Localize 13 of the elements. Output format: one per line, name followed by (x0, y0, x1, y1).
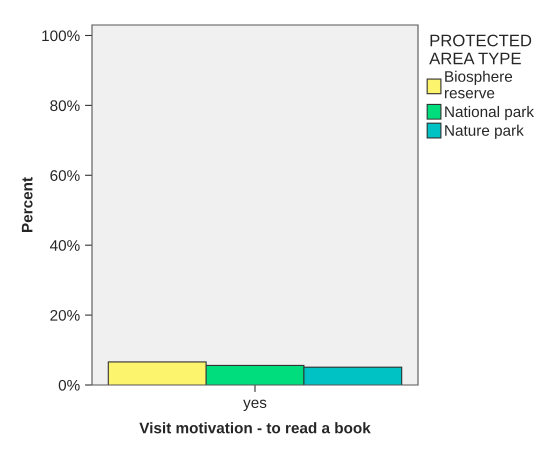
y-tick-label: 40% (50, 240, 80, 251)
legend-title: PROTECTED AREA TYPE (429, 34, 532, 64)
y-tick-label: 80% (50, 100, 80, 112)
legend-label: National park (445, 106, 534, 120)
y-tick-label: 100% (42, 30, 80, 42)
y-tick-label: 20% (50, 310, 80, 321)
x-tick-label: yes (243, 400, 266, 412)
legend-label: Biosphere reserve (444, 70, 512, 98)
x-axis-title: Visit motivation - to read a book (139, 422, 371, 434)
y-axis-title: Percent (22, 177, 33, 232)
y-tick-label: 0% (58, 380, 80, 391)
y-tick-label: 60% (50, 170, 80, 181)
legend-label: Nature park (445, 124, 524, 139)
